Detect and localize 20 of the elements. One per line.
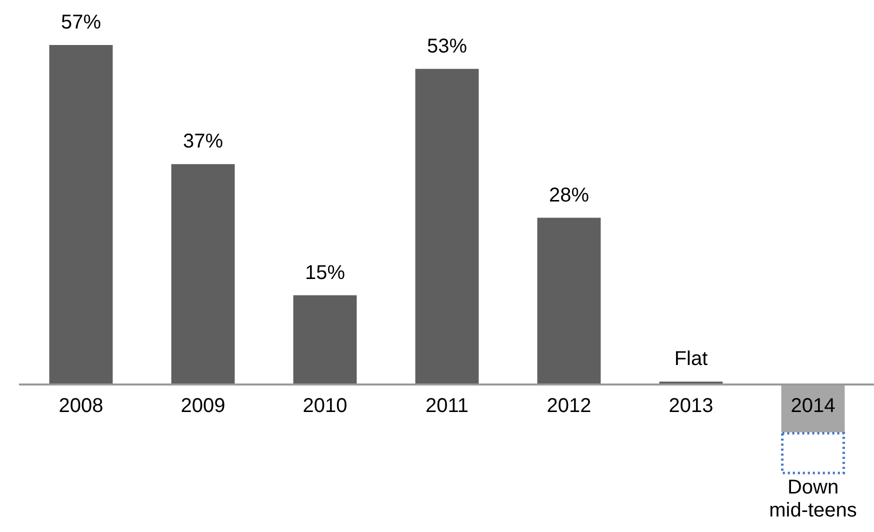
data-label: 57% [60,12,102,34]
x-tick-label: 2014 [790,395,836,418]
x-tick-label: 2008 [58,395,104,418]
data-label: 37% [182,130,224,153]
x-tick-label: 2010 [302,395,348,418]
data-label: 53% [426,35,468,58]
bar [781,432,845,474]
data-label: Flat [674,348,708,370]
x-tick-label: 2009 [180,395,226,418]
data-label: Down mid-teens [769,476,857,522]
bar [415,68,479,385]
x-tick-label: 2013 [668,395,714,418]
data-label: 28% [548,184,590,206]
bar [537,218,601,385]
bar [293,295,357,385]
bar [49,45,113,385]
x-tick-label: 2012 [546,395,592,418]
x-tick-label: 2011 [425,395,469,418]
data-label: 15% [304,262,346,284]
bar [171,164,235,385]
